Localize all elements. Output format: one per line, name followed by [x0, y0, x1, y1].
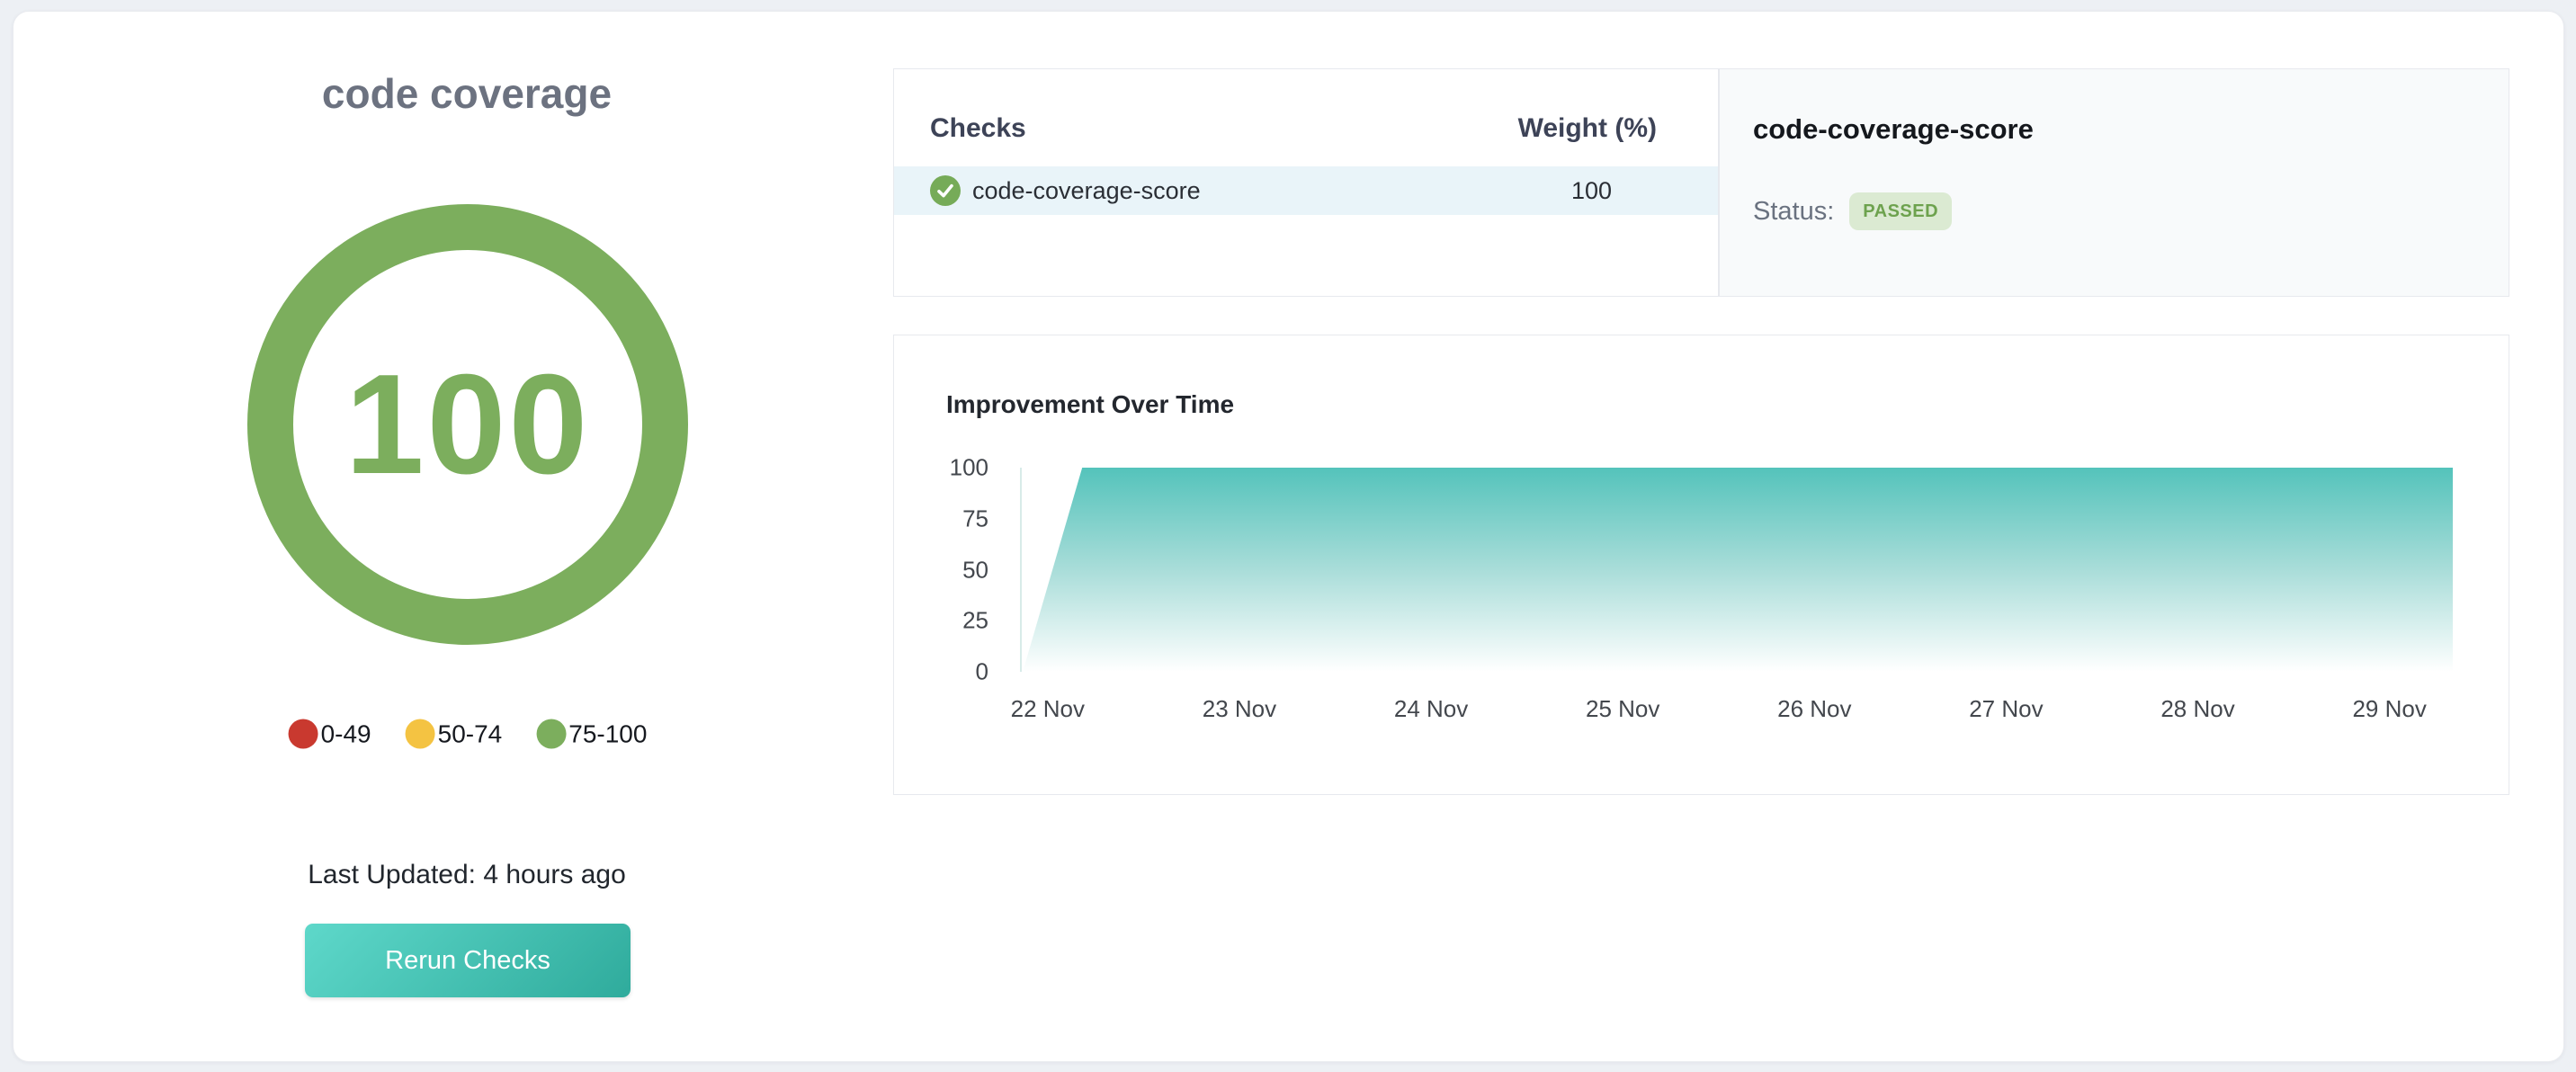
x-tick-label: 27 Nov: [1969, 695, 2044, 722]
check-circle-icon: [930, 175, 961, 206]
detail-panel-title: code-coverage-score: [1753, 113, 2034, 145]
check-weight-value: 100: [1570, 176, 1612, 204]
x-tick-label: 29 Nov: [2352, 695, 2427, 722]
x-tick-label: 23 Nov: [1202, 695, 1277, 722]
score-gauge: 100: [247, 204, 688, 645]
x-tick-label: 26 Nov: [1777, 695, 1852, 722]
x-tick-label: 22 Nov: [1010, 695, 1086, 722]
x-tick-label: 28 Nov: [2160, 695, 2235, 722]
checks-column-header: Checks: [930, 113, 1026, 143]
table-row-code-coverage-score[interactable]: code-coverage-score 100: [894, 166, 1718, 215]
legend-label: 50-74: [437, 719, 503, 747]
weight-column-header: Weight (%): [1517, 113, 1657, 143]
y-tick-label: 0: [975, 657, 988, 685]
status-row: Status: PASSED: [1753, 192, 1953, 230]
y-tick-label: 75: [962, 505, 988, 532]
checks-panel: Checks Weight (%) code-coverage-score 10…: [893, 68, 1719, 297]
score-value: 100: [344, 344, 591, 504]
y-axis-line: [1020, 468, 1022, 672]
chart-title: Improvement Over Time: [946, 390, 1235, 418]
area-series: [1023, 468, 2453, 672]
legend-label: 0-49: [320, 719, 371, 747]
dashboard-card: code coverage 100 0-49 50-74 75-100 Last…: [13, 11, 2564, 1062]
y-tick-label: 25: [962, 606, 988, 634]
y-tick-label: 50: [962, 556, 988, 583]
last-updated-text: Last Updated: 4 hours ago: [308, 860, 626, 889]
x-tick-label: 24 Nov: [1393, 695, 1469, 722]
page-title: code coverage: [321, 70, 613, 117]
rerun-checks-button[interactable]: Rerun Checks: [305, 924, 631, 997]
check-detail-panel: code-coverage-score Status: PASSED: [1719, 68, 2509, 297]
improvement-chart-panel: Improvement Over Time 100 75 50 25 0 22 Nov 2…: [893, 335, 2509, 795]
legend-label: 75-100: [568, 719, 648, 747]
area-chart: [1023, 468, 2453, 672]
status-label: Status:: [1753, 196, 1835, 226]
legend-item-low: 0-49: [288, 719, 371, 749]
status-badge: PASSED: [1849, 192, 1953, 230]
checks-table-header: Checks Weight (%): [930, 112, 1657, 145]
legend-item-medium: 50-74: [405, 719, 503, 749]
legend-dot-green-icon: [536, 719, 567, 749]
legend-dot-yellow-icon: [405, 719, 435, 749]
y-tick-label: 100: [949, 453, 988, 481]
score-legend: 0-49 50-74 75-100: [288, 719, 647, 749]
check-name: code-coverage-score: [972, 176, 1201, 204]
legend-item-high: 75-100: [536, 719, 647, 749]
x-tick-label: 25 Nov: [1585, 695, 1660, 722]
legend-dot-red-icon: [288, 719, 318, 749]
